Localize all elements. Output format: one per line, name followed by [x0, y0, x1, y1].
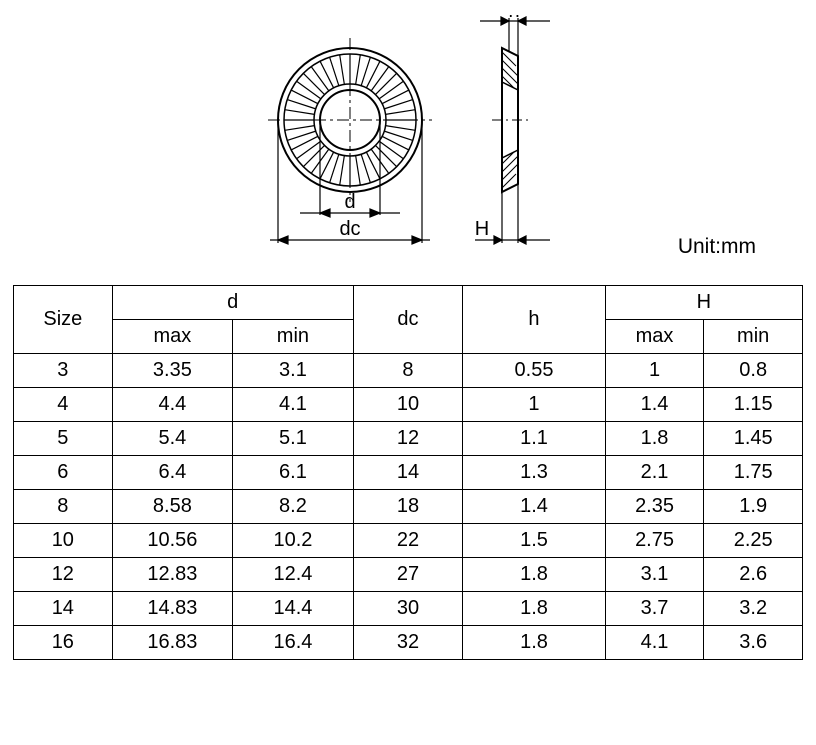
table-cell: 8: [14, 490, 113, 524]
dim-label-h: h: [508, 15, 519, 22]
table-cell: 22: [353, 524, 463, 558]
table-cell: 1.3: [463, 456, 605, 490]
table-cell: 1.8: [463, 558, 605, 592]
table-cell: 32: [353, 626, 463, 660]
table-cell: 16.83: [112, 626, 233, 660]
table-cell: 1.9: [704, 490, 803, 524]
table-cell: 3.35: [112, 354, 233, 388]
table-cell: 6.1: [233, 456, 354, 490]
table-row: 1212.8312.4271.83.12.6: [14, 558, 803, 592]
technical-diagram-area: d dc: [10, 10, 806, 280]
dim-label-H: H: [475, 218, 489, 240]
table-row: 88.588.2181.42.351.9: [14, 490, 803, 524]
table-cell: 3.2: [704, 592, 803, 626]
table-cell: 8.58: [112, 490, 233, 524]
table-cell: 5: [14, 422, 113, 456]
table-cell: 6: [14, 456, 113, 490]
table-cell: 10: [353, 388, 463, 422]
table-cell: 10.56: [112, 524, 233, 558]
table-cell: 3.6: [704, 626, 803, 660]
table-cell: 2.25: [704, 524, 803, 558]
table-cell: 1: [463, 388, 605, 422]
table-cell: 8: [353, 354, 463, 388]
table-cell: 4.4: [112, 388, 233, 422]
table-cell: 5.4: [112, 422, 233, 456]
table-row: 1414.8314.4301.83.73.2: [14, 592, 803, 626]
table-cell: 12.4: [233, 558, 354, 592]
table-cell: 14.83: [112, 592, 233, 626]
table-cell: 1.4: [463, 490, 605, 524]
table-row: 1010.5610.2221.52.752.25: [14, 524, 803, 558]
table-cell: 16.4: [233, 626, 354, 660]
table-cell: 14.4: [233, 592, 354, 626]
table-row: 66.46.1141.32.11.75: [14, 456, 803, 490]
header-dc: dc: [353, 286, 463, 354]
header-H-min: min: [704, 320, 803, 354]
table-cell: 0.8: [704, 354, 803, 388]
table-cell: 6.4: [112, 456, 233, 490]
table-cell: 1.8: [463, 592, 605, 626]
header-size: Size: [14, 286, 113, 354]
table-cell: 2.35: [605, 490, 704, 524]
table-cell: 1: [605, 354, 704, 388]
table-cell: 1.15: [704, 388, 803, 422]
table-cell: 12: [14, 558, 113, 592]
table-cell: 1.75: [704, 456, 803, 490]
table-cell: 14: [14, 592, 113, 626]
washer-diagram: d dc: [250, 15, 630, 275]
header-H-max: max: [605, 320, 704, 354]
header-d-max: max: [112, 320, 233, 354]
table-row: 33.353.180.5510.8: [14, 354, 803, 388]
table-cell: 14: [353, 456, 463, 490]
table-row: 55.45.1121.11.81.45: [14, 422, 803, 456]
table-cell: 12: [353, 422, 463, 456]
header-d-min: min: [233, 320, 354, 354]
table-cell: 2.1: [605, 456, 704, 490]
table-row: 44.44.11011.41.15: [14, 388, 803, 422]
dim-label-dc: dc: [339, 218, 360, 240]
table-cell: 1.1: [463, 422, 605, 456]
table-cell: 1.8: [463, 626, 605, 660]
table-cell: 4.1: [233, 388, 354, 422]
unit-label: Unit:mm: [678, 235, 756, 259]
table-cell: 4: [14, 388, 113, 422]
table-cell: 3.1: [233, 354, 354, 388]
table-cell: 3.1: [605, 558, 704, 592]
table-cell: 3: [14, 354, 113, 388]
table-cell: 18: [353, 490, 463, 524]
table-cell: 3.7: [605, 592, 704, 626]
table-cell: 8.2: [233, 490, 354, 524]
table-cell: 1.45: [704, 422, 803, 456]
table-cell: 0.55: [463, 354, 605, 388]
table-cell: 2.6: [704, 558, 803, 592]
table-cell: 4.1: [605, 626, 704, 660]
table-cell: 10.2: [233, 524, 354, 558]
table-cell: 1.4: [605, 388, 704, 422]
dimension-table: Size d dc h H max min max min 33.353.180…: [13, 285, 803, 660]
table-cell: 12.83: [112, 558, 233, 592]
table-cell: 30: [353, 592, 463, 626]
table-cell: 27: [353, 558, 463, 592]
table-row: 1616.8316.4321.84.13.6: [14, 626, 803, 660]
table-cell: 16: [14, 626, 113, 660]
dim-label-d: d: [344, 191, 355, 213]
header-h: h: [463, 286, 605, 354]
table-cell: 1.8: [605, 422, 704, 456]
table-cell: 2.75: [605, 524, 704, 558]
header-H: H: [605, 286, 802, 320]
header-d: d: [112, 286, 353, 320]
table-cell: 10: [14, 524, 113, 558]
table-cell: 1.5: [463, 524, 605, 558]
table-cell: 5.1: [233, 422, 354, 456]
